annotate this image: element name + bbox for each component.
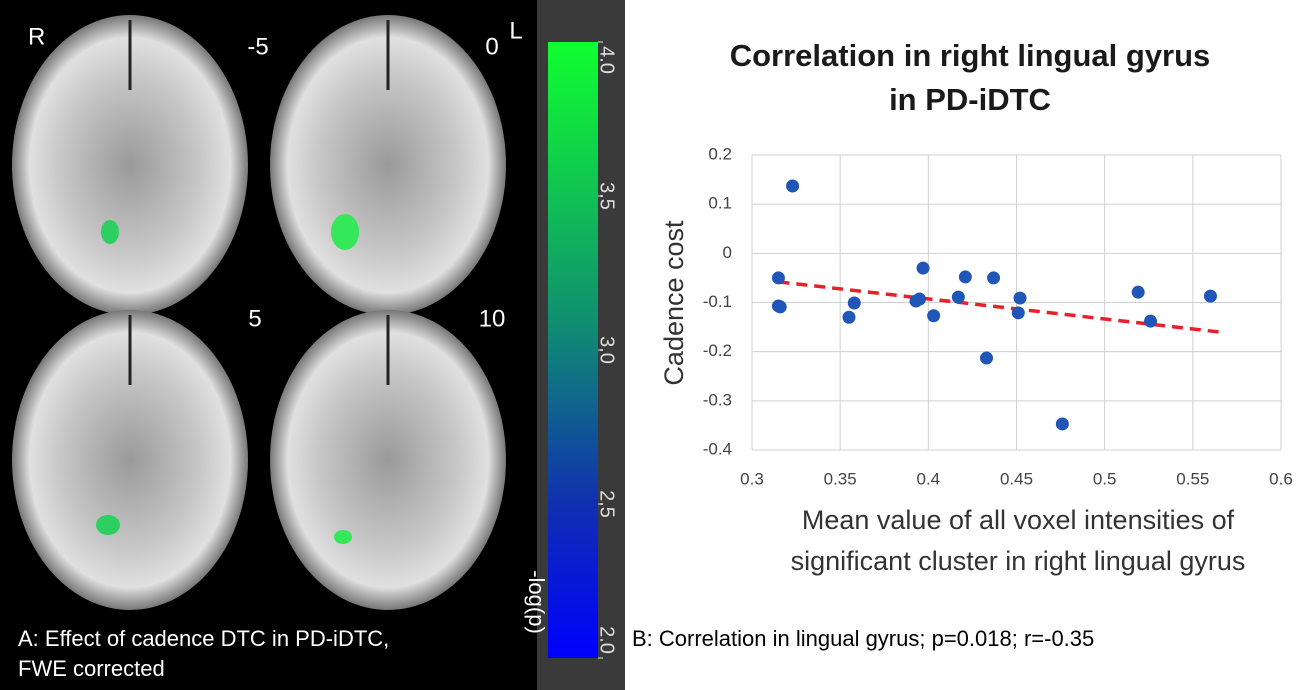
caption: B: Correlation in lingual gyrus; p=0.018… (632, 626, 1094, 651)
point (980, 351, 994, 365)
colorbar (548, 42, 598, 658)
y-tick-label: 0 (723, 243, 732, 262)
brain-slice (270, 310, 506, 610)
slice-label: 5 (248, 305, 261, 332)
point (842, 310, 856, 324)
point (786, 179, 800, 193)
caption: FWE corrected (18, 656, 165, 681)
chart-title: in PD-iDTC (889, 82, 1051, 117)
point (951, 290, 965, 304)
colorbar-tick-label: 2.5 (596, 490, 618, 518)
slice-label: -5 (247, 33, 268, 60)
x-tick-label: 0.5 (1093, 469, 1117, 488)
x-tick-label: 0.3 (740, 469, 764, 488)
y-tick-label: -0.2 (703, 341, 732, 360)
cluster (334, 530, 352, 544)
point (1011, 306, 1025, 320)
caption: A: Effect of cadence DTC in PD-iDTC, (18, 626, 389, 651)
x-axis-label: significant cluster in right lingual gyr… (791, 546, 1246, 576)
y-tick-label: 0.2 (708, 144, 732, 163)
y-tick-label: -0.1 (703, 292, 732, 311)
brain-slice (12, 15, 248, 315)
point (847, 296, 861, 310)
y-tick-label: 0.1 (708, 194, 732, 213)
slice-label: 10 (479, 305, 506, 332)
x-tick-label: 0.4 (917, 469, 941, 488)
x-tick-label: 0.35 (824, 469, 857, 488)
colorbar-tick-label: 3.5 (596, 182, 618, 210)
y-axis-label: Cadence cost (659, 220, 689, 386)
y-tick-label: -0.4 (703, 439, 732, 458)
point (1144, 314, 1158, 328)
brain-slices (12, 15, 506, 610)
point (916, 261, 930, 275)
x-tick-label: 0.6 (1269, 469, 1293, 488)
cluster (96, 515, 120, 535)
x-tick-label: 0.45 (1000, 469, 1033, 488)
point (771, 271, 785, 285)
colorbar-tick-label: 3.0 (596, 336, 618, 364)
colorbar-tick-label: 4.0 (596, 46, 618, 74)
point (1013, 291, 1027, 305)
y-tick-label: -0.3 (703, 390, 732, 409)
point (1203, 289, 1217, 303)
point (987, 271, 1001, 285)
point (958, 270, 972, 284)
brain-slice (12, 310, 248, 610)
point (1055, 417, 1069, 431)
point (1131, 285, 1145, 299)
colorbar-tick-label: 2.0 (596, 626, 618, 654)
colorbar-label: -log(p) (524, 570, 549, 634)
x-axis-label: Mean value of all voxel intensities of (802, 505, 1235, 535)
brain-slice (270, 15, 506, 315)
point (913, 292, 927, 306)
slice-label: L (509, 17, 522, 44)
point (927, 309, 941, 323)
point (773, 300, 787, 314)
slice-label: 0 (485, 33, 498, 60)
chart-title: Correlation in right lingual gyrus (730, 38, 1211, 73)
slice-label: R (28, 23, 45, 50)
cluster (331, 214, 359, 250)
cluster (101, 220, 119, 244)
x-tick-label: 0.55 (1176, 469, 1209, 488)
